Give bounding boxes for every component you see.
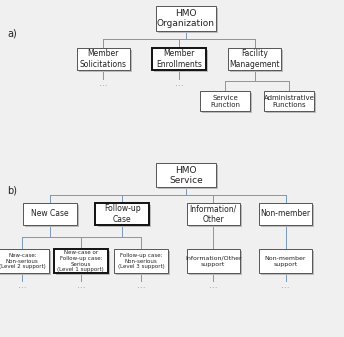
Text: Non-member: Non-member — [260, 210, 311, 218]
Text: ...: ... — [281, 281, 290, 290]
Text: a): a) — [7, 29, 17, 39]
Text: HMO
Service: HMO Service — [169, 165, 203, 185]
Text: Member
Enrollments: Member Enrollments — [156, 49, 202, 69]
Text: ...: ... — [174, 80, 183, 88]
FancyBboxPatch shape — [154, 50, 208, 72]
Text: HMO
Organization: HMO Organization — [157, 9, 215, 28]
FancyBboxPatch shape — [98, 205, 151, 227]
FancyBboxPatch shape — [189, 251, 242, 275]
FancyBboxPatch shape — [78, 50, 132, 72]
FancyBboxPatch shape — [266, 93, 316, 113]
FancyBboxPatch shape — [0, 251, 51, 275]
FancyBboxPatch shape — [114, 249, 168, 273]
Text: ...: ... — [18, 281, 27, 290]
FancyBboxPatch shape — [25, 205, 78, 227]
Text: ...: ... — [209, 281, 218, 290]
FancyBboxPatch shape — [259, 203, 312, 225]
Text: Follow-up
Case: Follow-up Case — [104, 204, 140, 224]
Text: New-case:
Non-serious
(Level 2 support): New-case: Non-serious (Level 2 support) — [0, 253, 46, 270]
FancyBboxPatch shape — [95, 203, 149, 225]
Text: Service
Function: Service Function — [210, 95, 240, 108]
FancyBboxPatch shape — [186, 249, 240, 273]
Text: Follow-up case:
Non-serious
(Level 3 support): Follow-up case: Non-serious (Level 3 sup… — [118, 253, 164, 270]
FancyBboxPatch shape — [56, 251, 109, 275]
FancyBboxPatch shape — [202, 93, 252, 113]
FancyBboxPatch shape — [261, 251, 314, 275]
Text: ...: ... — [76, 281, 85, 290]
FancyBboxPatch shape — [76, 48, 130, 70]
FancyBboxPatch shape — [259, 249, 312, 273]
FancyBboxPatch shape — [54, 249, 107, 273]
FancyBboxPatch shape — [264, 91, 314, 111]
FancyBboxPatch shape — [158, 165, 218, 189]
Text: New-case or
Follow-up case:
Serious
(Level 1 support): New-case or Follow-up case: Serious (Lev… — [57, 250, 104, 272]
FancyBboxPatch shape — [0, 249, 49, 273]
Text: b): b) — [7, 185, 17, 195]
Text: New Case: New Case — [31, 210, 69, 218]
Text: Administrative
Functions: Administrative Functions — [264, 95, 314, 108]
FancyBboxPatch shape — [261, 205, 314, 227]
FancyBboxPatch shape — [200, 91, 250, 111]
Text: Information/
Other: Information/ Other — [190, 204, 237, 224]
FancyBboxPatch shape — [23, 203, 76, 225]
FancyBboxPatch shape — [152, 48, 206, 70]
Text: ...: ... — [137, 281, 146, 290]
FancyBboxPatch shape — [228, 48, 281, 70]
FancyBboxPatch shape — [155, 163, 216, 187]
Text: Facility
Management: Facility Management — [229, 49, 280, 69]
FancyBboxPatch shape — [189, 205, 242, 227]
FancyBboxPatch shape — [158, 8, 218, 33]
FancyBboxPatch shape — [155, 6, 216, 31]
FancyBboxPatch shape — [186, 203, 240, 225]
Text: Member
Solicitations: Member Solicitations — [80, 49, 127, 69]
FancyBboxPatch shape — [116, 251, 170, 275]
FancyBboxPatch shape — [230, 50, 283, 72]
Text: ...: ... — [99, 80, 108, 88]
Text: Non-member
support: Non-member support — [265, 256, 306, 267]
Text: Information/Other
support: Information/Other support — [185, 256, 241, 267]
